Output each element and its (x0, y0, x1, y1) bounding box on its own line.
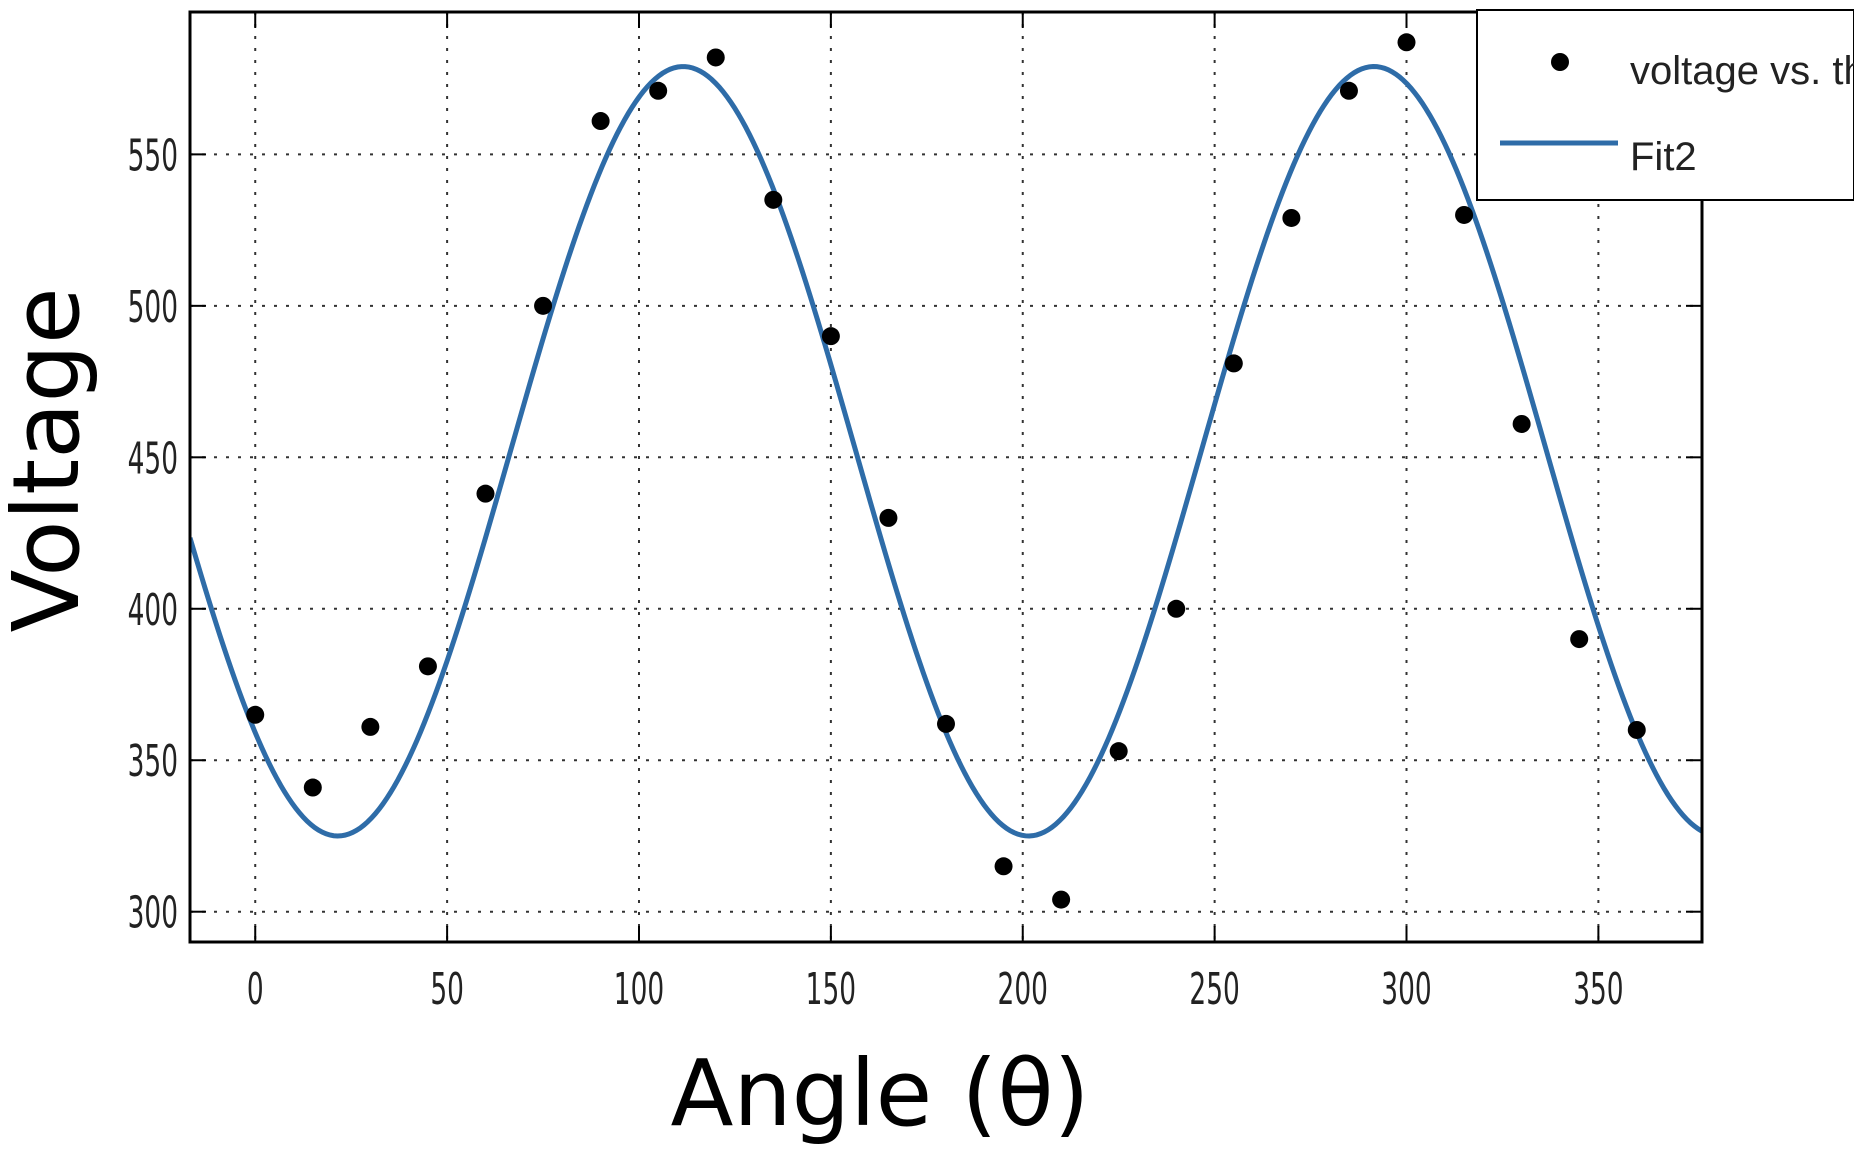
legend-marker-scatter (1551, 53, 1569, 71)
data-point (418, 657, 437, 676)
legend-box (1476, 9, 1854, 201)
x-tick-label: 0 (247, 963, 264, 1015)
x-tick-label: 100 (614, 963, 664, 1015)
x-tick-label: 200 (998, 963, 1048, 1015)
data-point (937, 714, 955, 733)
x-tick-label: 300 (1381, 963, 1431, 1015)
data-point (1570, 630, 1589, 649)
x-tick-label: 350 (1573, 963, 1623, 1015)
x-tick-label: 150 (806, 963, 856, 1015)
data-point (764, 190, 783, 209)
data-point (994, 857, 1013, 876)
y-tick-label: 400 (128, 584, 178, 636)
data-point (591, 112, 610, 131)
y-tick-label: 500 (128, 281, 178, 333)
data-point (1512, 414, 1531, 433)
x-ticks: 0 50 100 150 200 250 300 350 (247, 12, 1624, 1015)
data-point (1397, 33, 1416, 52)
data-point (1627, 720, 1646, 739)
data-point (706, 48, 725, 67)
y-tick-label: 300 (128, 886, 178, 938)
x-axis-title: Angle (θ) (670, 1040, 1089, 1147)
data-point (879, 508, 898, 527)
data-point (1167, 599, 1186, 618)
legend: voltage vs. th Fit2 (1476, 9, 1854, 201)
data-point (361, 717, 380, 736)
legend-label-fit: Fit2 (1630, 135, 1697, 179)
data-point (246, 705, 265, 724)
x-tick-label: 250 (1189, 963, 1239, 1015)
legend-label-scatter: voltage vs. th (1630, 49, 1854, 93)
data-point (1455, 205, 1474, 224)
y-tick-label: 550 (128, 129, 178, 181)
plot-border (188, 10, 1704, 944)
data-point (1224, 354, 1243, 373)
data-point (476, 484, 495, 503)
data-point (1339, 81, 1358, 100)
y-tick-label: 450 (128, 432, 178, 484)
data-point (821, 327, 840, 346)
data-point (534, 296, 553, 315)
scatter-points (246, 33, 1646, 909)
data-point (303, 778, 322, 797)
data-point (649, 81, 668, 100)
data-point (1282, 208, 1301, 227)
x-tick-label: 50 (430, 963, 464, 1015)
plot-area (190, 12, 1702, 942)
y-ticks: 300 350 400 450 500 550 (128, 129, 1702, 939)
y-axis-title: Voltage (0, 287, 100, 632)
data-point (1109, 742, 1128, 761)
grid (190, 12, 1702, 942)
y-tick-label: 350 (128, 735, 178, 787)
data-point (1052, 890, 1071, 909)
